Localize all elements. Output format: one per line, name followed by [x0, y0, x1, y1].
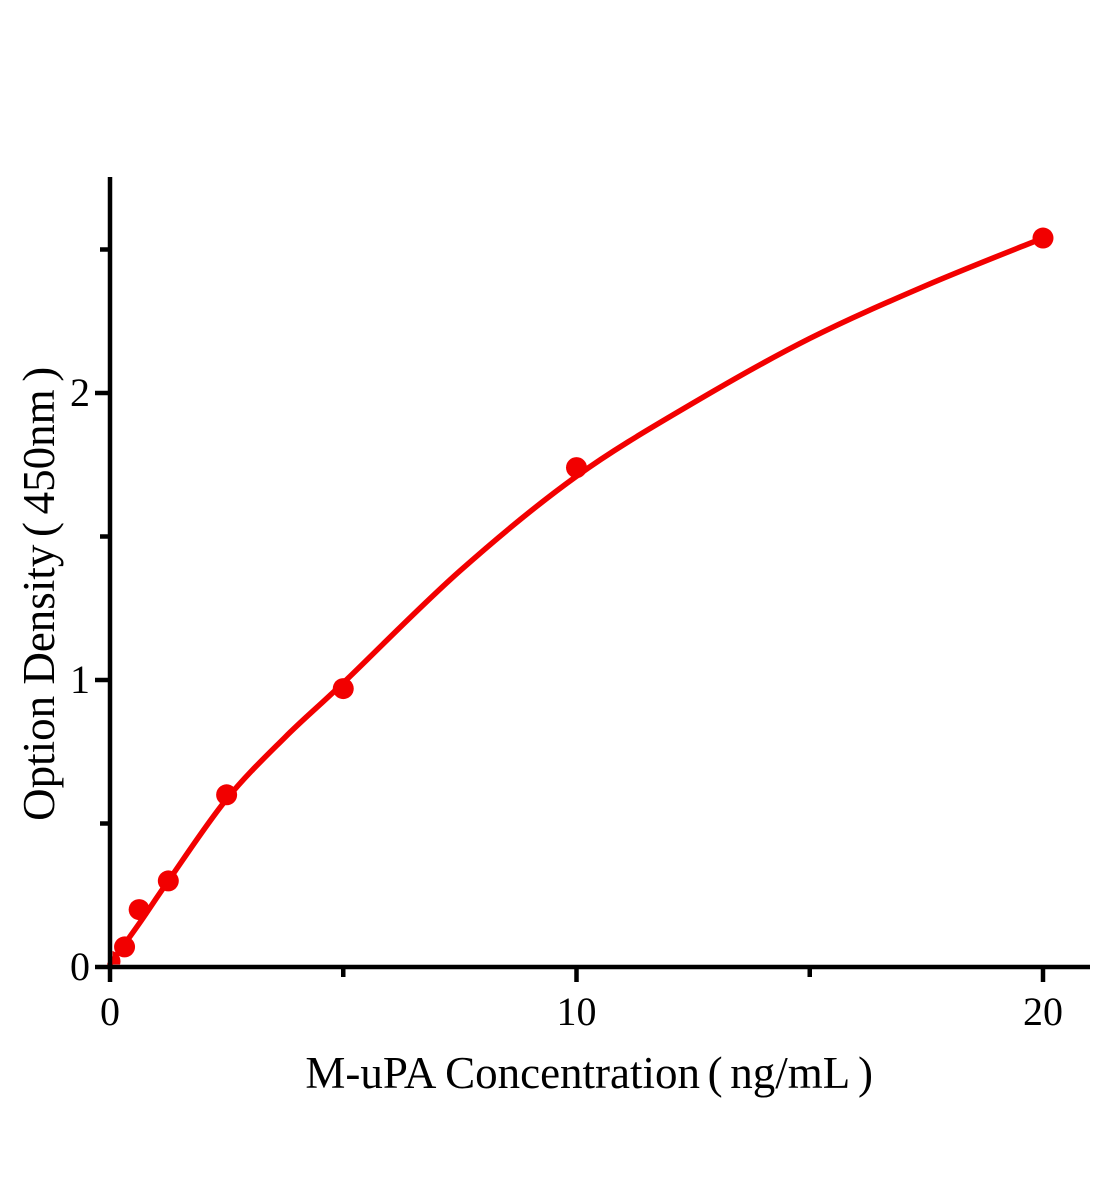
data-point-0	[112, 951, 121, 965]
y-tick-label-2: 2	[70, 370, 90, 415]
fullwidth-close-paren: )	[14, 366, 65, 382]
y-tick-label-1: 1	[70, 657, 90, 702]
y-tick-label-0: 0	[70, 944, 90, 989]
y-axis-title: Option Density(450nm)	[14, 359, 66, 821]
fit-curve-line	[107, 235, 1046, 967]
data-point-3	[157, 870, 179, 892]
data-point-2	[128, 899, 150, 921]
data-point-7	[1032, 227, 1054, 249]
x-axis-title: M-uPA Concentration(ng/mL)	[305, 1048, 880, 1100]
data-point-4	[216, 784, 238, 806]
fullwidth-open-paren: (	[14, 522, 65, 538]
data-point-1	[114, 936, 136, 958]
x-tick-label-10: 10	[556, 989, 597, 1034]
x-tick-label-0: 0	[100, 989, 120, 1034]
x-tick-label-20: 20	[1023, 989, 1063, 1034]
data-point-5	[332, 678, 354, 700]
data-point-6	[566, 457, 587, 479]
data-points-group	[112, 227, 1054, 965]
fullwidth-close-paren: )	[857, 1048, 873, 1098]
fullwidth-open-paren: (	[707, 1048, 723, 1098]
